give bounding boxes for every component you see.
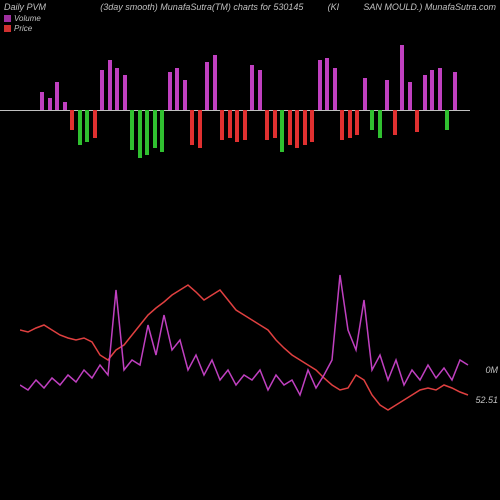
bar — [250, 65, 254, 110]
bar — [393, 110, 397, 135]
bar — [355, 110, 359, 135]
bar — [438, 68, 442, 110]
bar — [370, 110, 374, 130]
bar — [265, 110, 269, 140]
bar — [423, 75, 427, 110]
bar — [310, 110, 314, 142]
bar — [415, 110, 419, 132]
header-center-left: (3day smooth) MunafaSutra(TM) charts for… — [70, 2, 303, 12]
bar — [348, 110, 352, 138]
bar — [175, 68, 179, 110]
bar — [213, 55, 217, 110]
bar — [138, 110, 142, 158]
price-line — [20, 285, 468, 410]
bar — [385, 80, 389, 110]
header-right: SAN MOULD.) MunafaSutra.com — [363, 2, 496, 12]
bar — [123, 75, 127, 110]
bar — [333, 68, 337, 110]
bar — [295, 110, 299, 148]
bar — [318, 60, 322, 110]
bar — [198, 110, 202, 148]
bar — [55, 82, 59, 110]
bar — [258, 70, 262, 110]
bar — [205, 62, 209, 110]
bar — [453, 72, 457, 110]
bar — [228, 110, 232, 138]
bar — [183, 80, 187, 110]
bar — [235, 110, 239, 142]
bar — [288, 110, 292, 145]
bar — [48, 98, 52, 110]
line-chart-svg — [20, 230, 470, 460]
bar — [408, 82, 412, 110]
bar — [243, 110, 247, 140]
bar — [325, 58, 329, 110]
upper-bar-chart — [0, 30, 470, 190]
header-left: Daily PVM — [4, 2, 46, 12]
bar — [63, 102, 67, 110]
bar — [220, 110, 224, 140]
y-axis-label: 52.51 — [475, 395, 498, 405]
bar — [108, 60, 112, 110]
bar — [160, 110, 164, 152]
legend-swatch-volume — [4, 15, 11, 22]
lower-line-chart — [20, 230, 470, 460]
bar — [400, 45, 404, 110]
bar — [378, 110, 382, 138]
bar — [273, 110, 277, 138]
bar — [93, 110, 97, 138]
bar — [430, 70, 434, 110]
bar — [280, 110, 284, 152]
bar — [145, 110, 149, 155]
volume-line — [20, 275, 468, 395]
header-center-right: (KI — [328, 2, 340, 12]
bar — [363, 78, 367, 110]
bar — [340, 110, 344, 140]
bar — [168, 72, 172, 110]
bar — [115, 68, 119, 110]
bar — [190, 110, 194, 145]
bar — [130, 110, 134, 150]
legend-item-volume: Volume — [4, 14, 41, 23]
legend-label-volume: Volume — [14, 14, 41, 23]
bar — [85, 110, 89, 142]
y-axis-label: 0M — [485, 365, 498, 375]
bar — [78, 110, 82, 145]
bar — [100, 70, 104, 110]
bar — [40, 92, 44, 110]
bar — [153, 110, 157, 148]
bar-container — [40, 30, 470, 190]
bar — [445, 110, 449, 130]
bar — [303, 110, 307, 145]
bar — [70, 110, 74, 130]
